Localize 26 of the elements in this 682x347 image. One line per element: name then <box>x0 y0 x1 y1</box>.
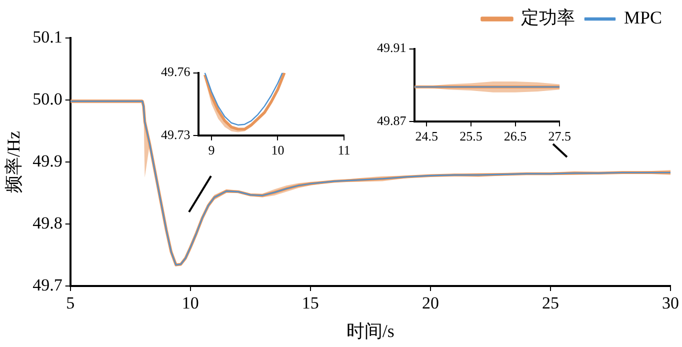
y-tick-label: 50.0 <box>32 89 62 108</box>
y-tick-label: 49.8 <box>32 213 62 232</box>
x-tick-label: 25 <box>542 294 559 313</box>
x-tick-label: 24.5 <box>415 128 438 144</box>
y-tick-label: 49.9 <box>32 151 62 170</box>
x-tick-label: 25.5 <box>460 128 482 144</box>
x-axis-title: 时间/s <box>346 320 394 341</box>
legend-label: MPC <box>624 8 662 28</box>
y-axis-title: 频率/Hz <box>4 131 24 193</box>
legend-label: 定功率 <box>520 8 575 28</box>
y-tick-label: 49.7 <box>32 275 63 294</box>
y-tick-label: 49.76 <box>161 64 191 80</box>
x-tick-label: 20 <box>422 294 439 313</box>
x-tick-label: 30 <box>662 294 679 313</box>
x-tick-label: 9 <box>208 142 215 158</box>
y-tick-label: 49.73 <box>161 126 190 142</box>
x-tick-label: 11 <box>338 142 350 158</box>
y-tick-label: 49.87 <box>377 112 407 128</box>
x-tick-label: 5 <box>66 294 75 313</box>
x-tick-label: 10 <box>271 142 284 158</box>
x-tick-label: 10 <box>182 294 199 313</box>
x-tick-label: 15 <box>302 294 319 313</box>
x-tick-label: 27.5 <box>548 128 571 144</box>
y-tick-label: 49.91 <box>377 40 406 56</box>
x-tick-label: 26.5 <box>504 128 527 144</box>
y-tick-label: 50.1 <box>32 27 62 46</box>
